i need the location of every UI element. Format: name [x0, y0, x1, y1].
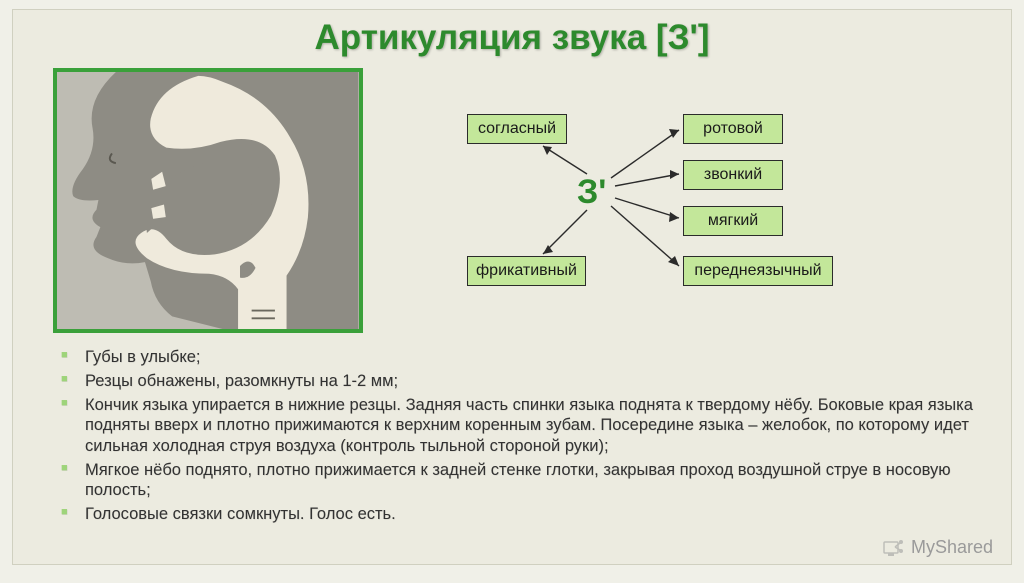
bullet-list: Губы в улыбке; Резцы обнажены, разомкнут… — [43, 347, 981, 524]
box-soft: мягкий — [683, 206, 783, 236]
box-voiced: звонкий — [683, 160, 783, 190]
center-phoneme: З' — [577, 173, 606, 212]
share-icon — [883, 539, 905, 557]
list-item: Кончик языка упирается в нижние резцы. З… — [85, 395, 981, 455]
list-item: Губы в улыбке; — [85, 347, 981, 367]
list-item: Мягкое нёбо поднято, плотно прижимается … — [85, 460, 981, 500]
box-fricative: фрикативный — [467, 256, 586, 286]
list-item: Резцы обнажены, разомкнуты на 1-2 мм; — [85, 371, 981, 391]
watermark: MyShared — [883, 537, 993, 558]
watermark-text: MyShared — [911, 537, 993, 558]
upper-row: З' согласный фрикативный ротовой звонкий… — [43, 68, 981, 333]
slide: Артикуляция звука [З'] — [12, 9, 1012, 565]
box-oral: ротовой — [683, 114, 783, 144]
box-frontlingual: переднеязычный — [683, 256, 833, 286]
list-item: Голосовые связки сомкнуты. Голос есть. — [85, 504, 981, 524]
box-consonant: согласный — [467, 114, 567, 144]
articulation-profile — [53, 68, 363, 333]
characteristics-diagram: З' согласный фрикативный ротовой звонкий… — [393, 78, 953, 308]
page-title: Артикуляция звука [З'] — [43, 18, 981, 58]
